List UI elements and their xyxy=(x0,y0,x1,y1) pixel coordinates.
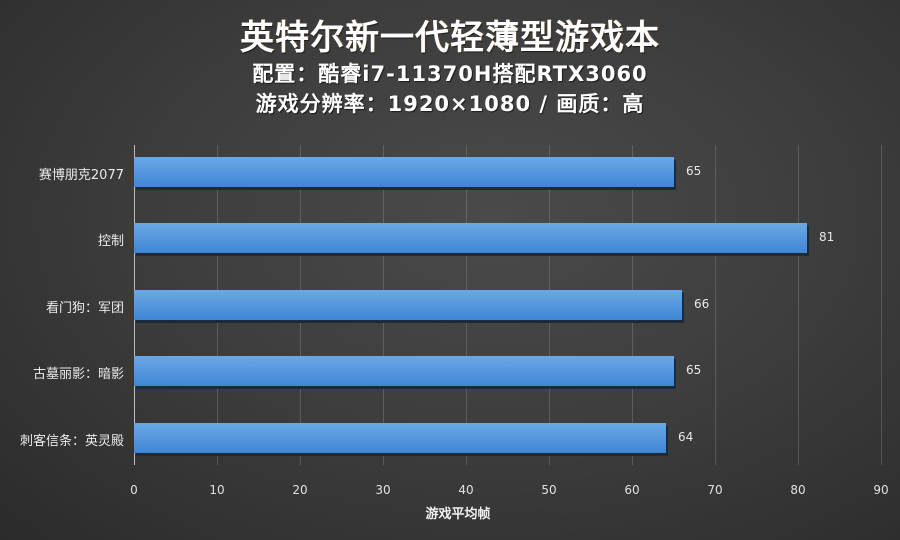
x-tick-label: 90 xyxy=(873,483,889,497)
x-tick-label: 0 xyxy=(130,483,138,497)
category-label: 控制 xyxy=(97,234,124,249)
bar-cyberpunk-2077 xyxy=(134,157,674,187)
bar-value-label: 65 xyxy=(686,164,702,178)
bar-value-label: 66 xyxy=(694,297,710,311)
x-axis-title: 游戏平均帧 xyxy=(425,507,491,522)
x-tick-label: 80 xyxy=(790,483,806,497)
x-tick-label: 10 xyxy=(209,483,225,497)
category-label: 刺客信条：英灵殿 xyxy=(19,434,124,449)
bar-value-label: 81 xyxy=(819,230,835,244)
x-tick-label: 60 xyxy=(624,483,640,497)
x-tick-label: 70 xyxy=(707,483,723,497)
bar-shadow-of-tomb-raider xyxy=(134,356,674,386)
gridline xyxy=(715,145,716,465)
x-tick-label: 40 xyxy=(458,483,474,497)
x-tick-label: 20 xyxy=(292,483,308,497)
gridline xyxy=(798,145,799,465)
gridline xyxy=(881,145,882,465)
bar-control xyxy=(134,223,807,253)
category-label: 赛博朋克2077 xyxy=(38,168,124,183)
x-tick-label: 50 xyxy=(541,483,557,497)
bar-value-label: 65 xyxy=(686,363,702,377)
chart-subtitle-settings: 游戏分辨率：1920×1080 / 画质：高 xyxy=(255,92,645,116)
category-label: 看门狗：军团 xyxy=(45,301,124,316)
chart-subtitle-config: 配置：酷睿i7-11370H搭配RTX3060 xyxy=(252,62,648,86)
bar-value-label: 64 xyxy=(678,430,694,444)
chart-title: 英特尔新一代轻薄型游戏本 xyxy=(240,18,660,58)
x-tick-label: 30 xyxy=(375,483,391,497)
category-label: 古墓丽影：暗影 xyxy=(32,367,124,382)
bar-watch-dogs-legion xyxy=(134,290,682,320)
bar-assassins-creed-valhalla xyxy=(134,423,666,453)
plot-area: 65 81 66 65 64 xyxy=(134,145,882,465)
